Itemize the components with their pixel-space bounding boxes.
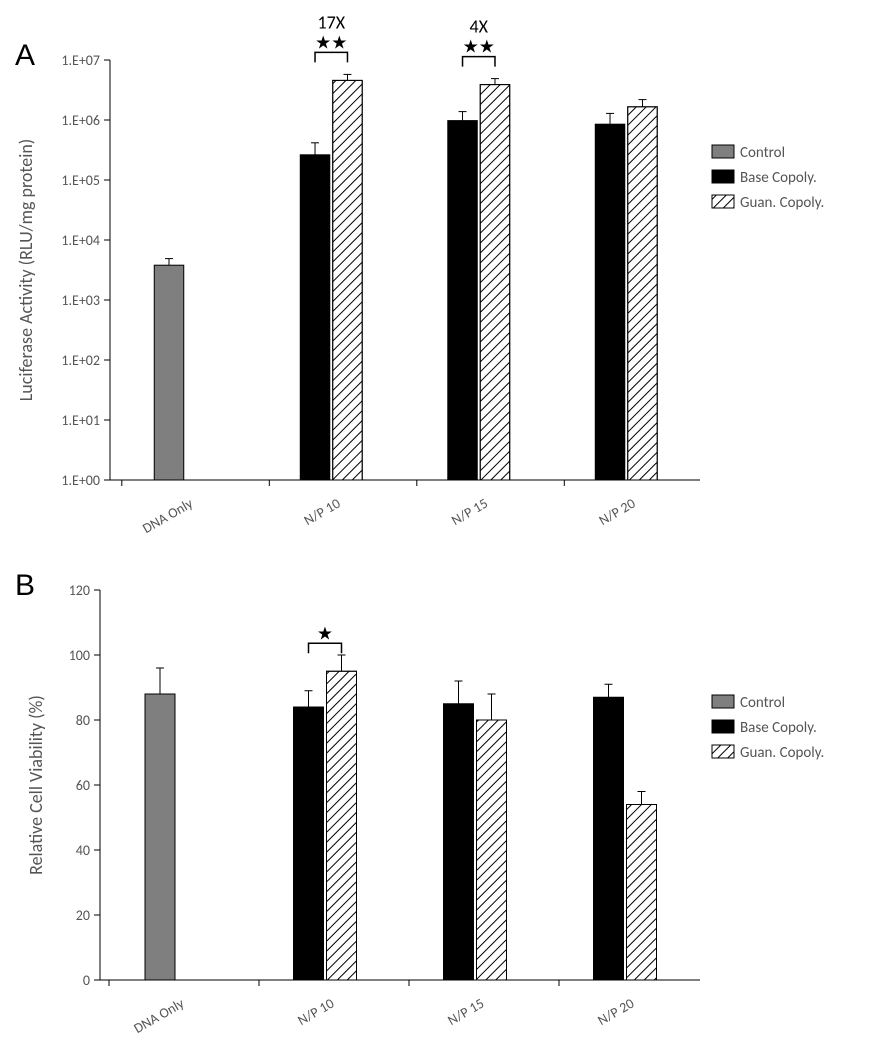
panel-b: B 0 20 40 60 80 100 120 Relative Cell Viability … — [15, 569, 824, 1037]
panel-b-ytick: 120 — [69, 582, 90, 599]
panel-a-xlabel: N/P 15 — [448, 495, 490, 529]
sig-bracket — [309, 643, 342, 653]
panel-b-ytick: 100 — [69, 647, 90, 664]
bar-control — [154, 265, 184, 480]
legend-label: Control — [740, 694, 785, 712]
sig-stars: ★★ — [463, 36, 495, 58]
bar-base — [300, 155, 330, 480]
panel-b-ytick: 0 — [83, 972, 90, 989]
sig-stars: ★ — [317, 622, 333, 644]
panel-b-ytitle: Relative Cell Viability (%) — [25, 695, 47, 875]
panel-b-xlabel: N/P 20 — [595, 995, 637, 1029]
panel-a-ytick: 1.E+07 — [61, 52, 100, 69]
panel-a-legend: Control Base Copoly. Guan. Copoly. — [712, 144, 824, 212]
panel-a-xlabel: DNA Only — [140, 494, 197, 537]
sig-stars: ★★ — [315, 31, 347, 53]
sig-bracket — [463, 57, 495, 67]
panel-a-ytick: 1.E+02 — [61, 352, 100, 369]
legend-label: Base Copoly. — [740, 169, 817, 187]
panel-a-ytitle: Luciferase Activity (RLU/mg protein) — [15, 139, 37, 402]
bar-base — [595, 124, 625, 480]
panel-b-xlabel: DNA Only — [131, 994, 188, 1037]
legend-label: Control — [740, 144, 785, 162]
panel-a: A 1.E+00 1.E+01 1.E+02 1.E+03 1.E+04 1.E+05 1.E… — [15, 11, 824, 537]
legend-label: Base Copoly. — [740, 719, 817, 737]
panel-a-ytick: 1.E+04 — [61, 232, 100, 249]
panel-a-ytick: 1.E+05 — [61, 172, 100, 189]
legend-label: Guan. Copoly. — [740, 194, 824, 212]
bar-base — [448, 121, 478, 480]
panel-b-ytick: 40 — [76, 842, 90, 859]
panel-b-legend: Control Base Copoly. Guan. Copoly. — [712, 694, 824, 762]
figure-svg: A 1.E+00 1.E+01 1.E+02 1.E+03 1.E+04 1.E+05 1.E… — [0, 0, 892, 1050]
bar-control — [145, 694, 175, 980]
fold-annot: 17X — [317, 11, 345, 33]
fold-annot: 4X — [470, 16, 489, 38]
panel-b-xlabel: N/P 10 — [295, 995, 337, 1029]
panel-b-label: B — [15, 569, 35, 602]
panel-b-ytick: 20 — [76, 907, 90, 924]
legend-label: Guan. Copoly. — [740, 744, 824, 762]
bar-base — [294, 707, 324, 980]
panel-b-ytick: 80 — [76, 712, 90, 729]
panel-a-ytick: 1.E+01 — [61, 412, 100, 429]
bar-base — [444, 704, 474, 980]
panel-a-ytick: 1.E+00 — [61, 472, 100, 489]
panel-a-xlabel: N/P 20 — [596, 495, 638, 529]
panel-b-ytick: 60 — [76, 777, 90, 794]
panel-a-ytick: 1.E+03 — [61, 292, 100, 309]
panel-b-xlabel: N/P 15 — [445, 995, 487, 1029]
panel-a-ytick: 1.E+06 — [61, 112, 100, 129]
bar-base — [594, 697, 624, 980]
panel-a-label: A — [15, 39, 35, 72]
panel-a-xlabel: N/P 10 — [301, 495, 343, 529]
sig-bracket — [315, 52, 347, 62]
